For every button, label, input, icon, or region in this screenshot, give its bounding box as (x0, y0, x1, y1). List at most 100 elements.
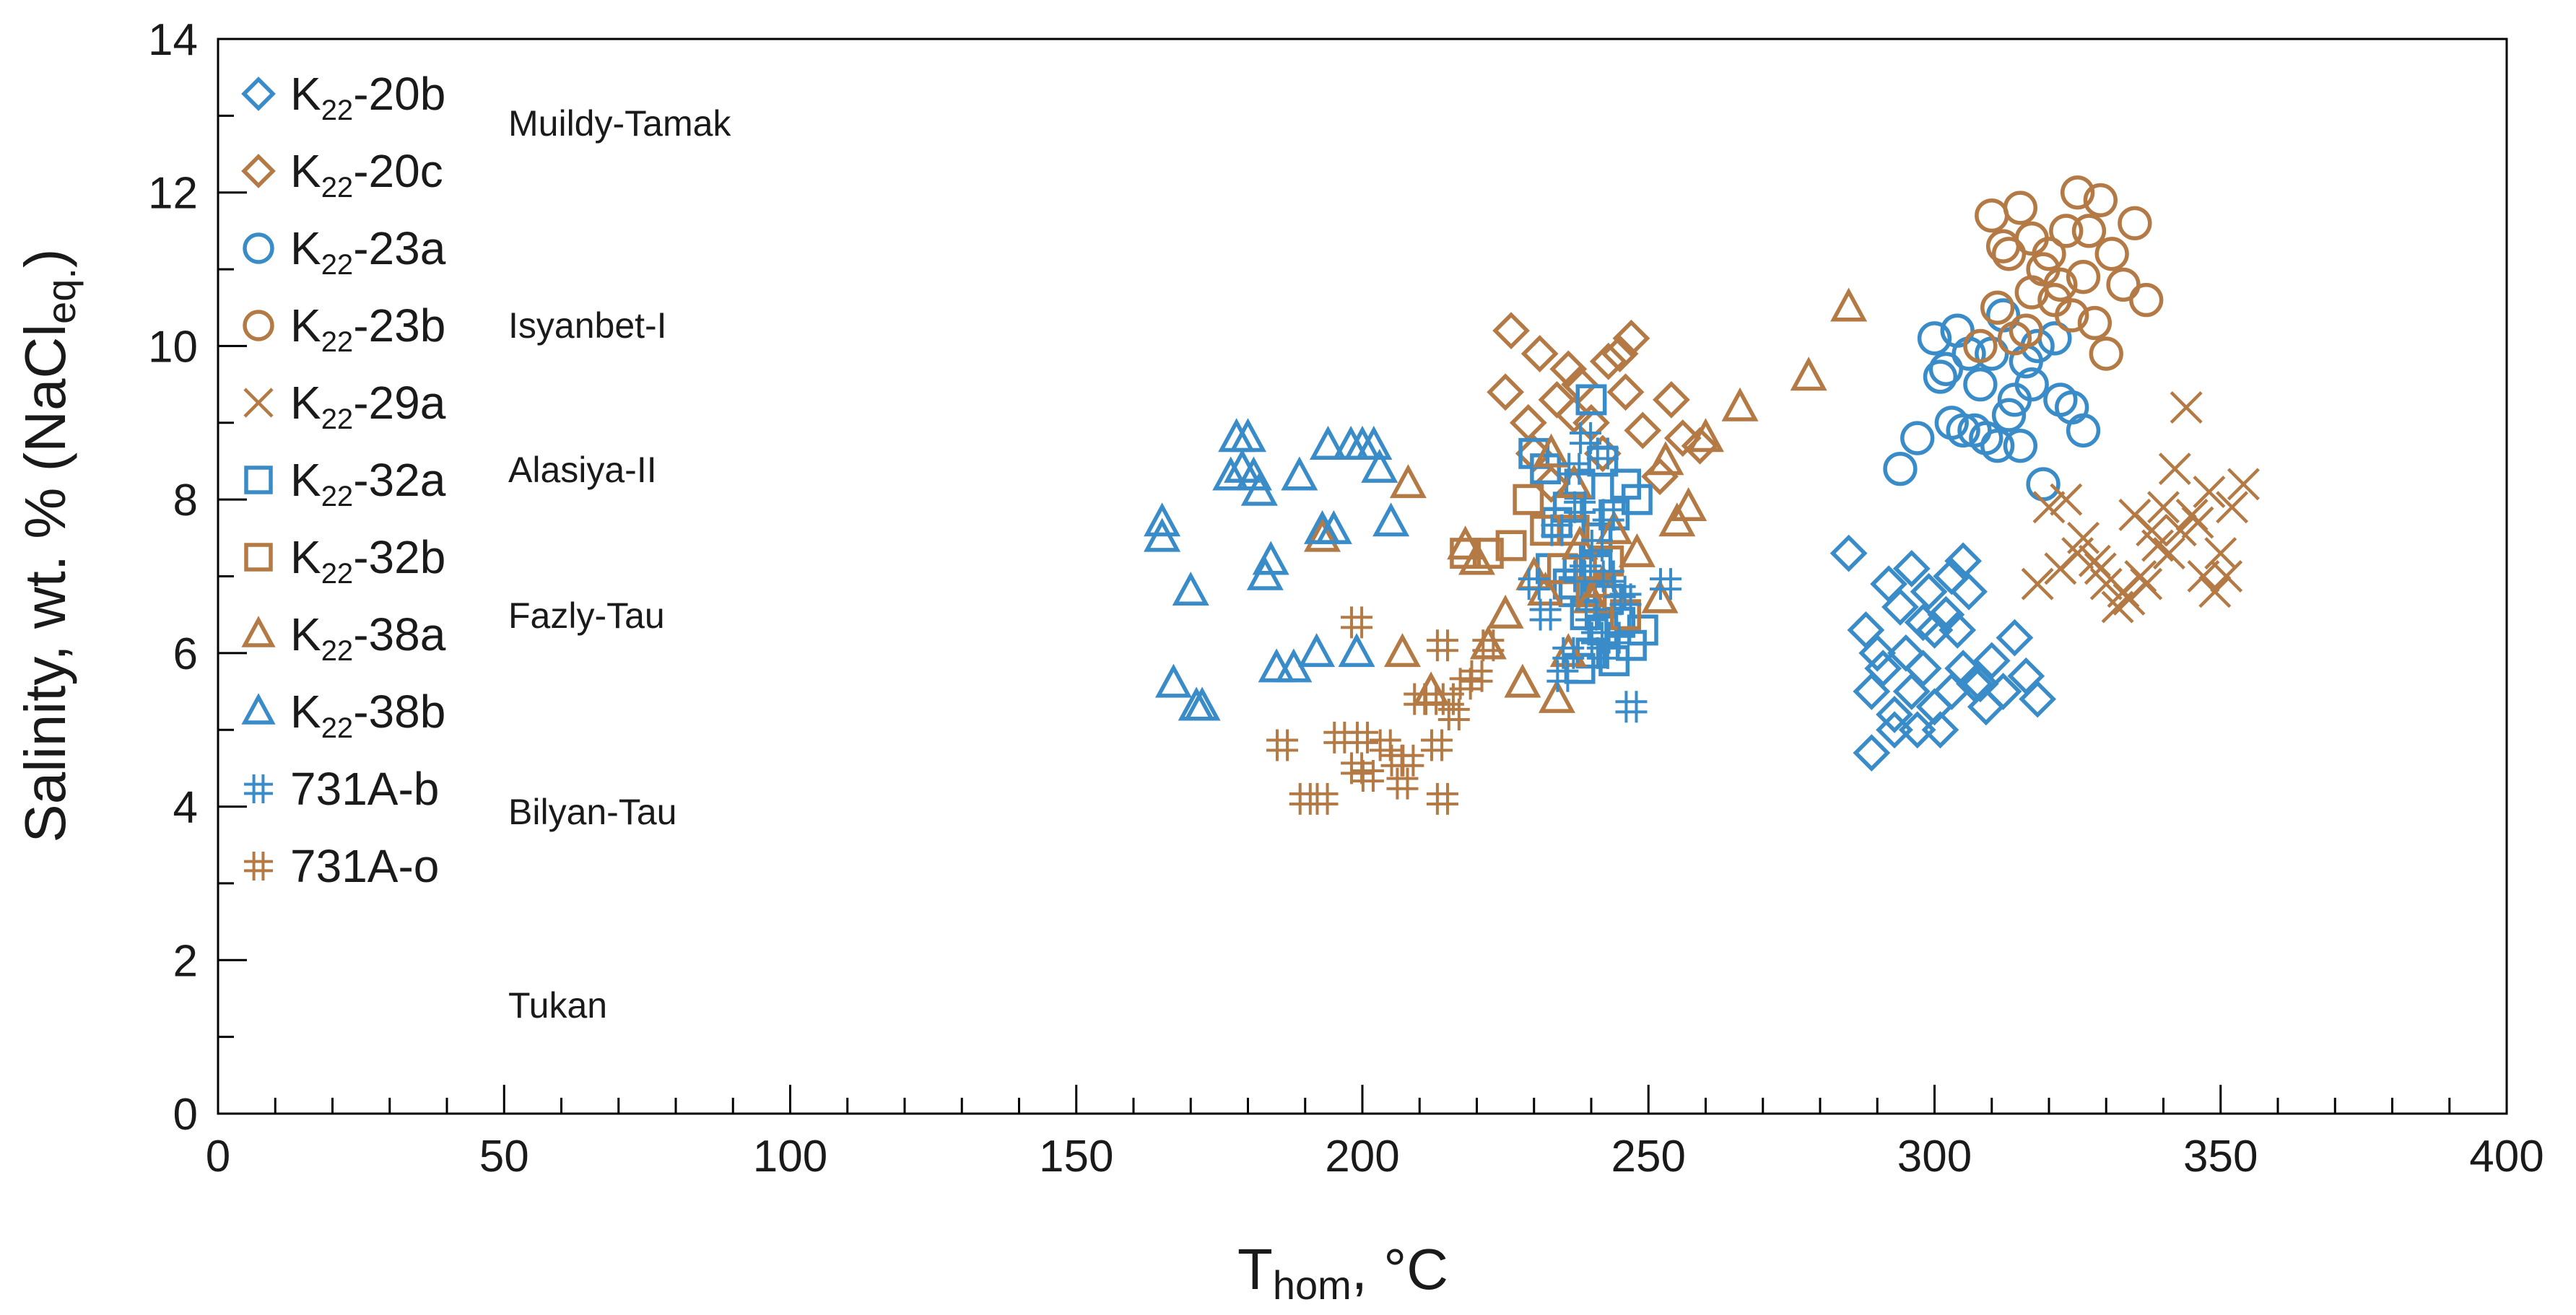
data-point (1289, 782, 1321, 815)
data-point (2118, 206, 2152, 240)
data-point (2077, 305, 2112, 341)
data-point (1917, 321, 1952, 356)
x-tick-label: 300 (1897, 1132, 1972, 1181)
legend-label: 731A-b (290, 763, 439, 815)
data-point (2003, 191, 2038, 225)
data-point (1432, 683, 1464, 715)
data-point (1492, 312, 1530, 350)
data-point (1721, 387, 1759, 421)
axis-title-suffix: ) (13, 248, 77, 268)
data-point (1338, 633, 1375, 668)
legend-marker (243, 388, 274, 418)
data-point (1281, 456, 1318, 491)
data-point (1212, 456, 1250, 491)
data-point (1991, 237, 2027, 271)
data-point (1604, 575, 1636, 608)
axis-title-sub: hom (1273, 1262, 1352, 1308)
data-point (1392, 744, 1424, 777)
legend-label-main: K (290, 300, 321, 351)
data-point (1552, 492, 1584, 523)
data-point (2032, 237, 2066, 271)
data-point (1304, 517, 1341, 552)
data-point (2014, 367, 2049, 402)
data-point (1957, 413, 1992, 448)
legend-marker (243, 310, 274, 341)
data-point (1900, 421, 1935, 455)
data-point (1967, 688, 2005, 726)
group-label: Alasiya-II (508, 450, 657, 490)
data-points (1144, 175, 2260, 815)
data-point (1561, 365, 1599, 403)
axis-title-main: T (1237, 1237, 1273, 1301)
data-point (1426, 782, 1458, 815)
data-point (1564, 560, 1596, 593)
data-point (2009, 313, 2043, 348)
data-point (1921, 711, 1959, 749)
data-point (2066, 413, 2101, 448)
data-point (1355, 425, 1393, 460)
x-tick-label: 200 (1325, 1132, 1399, 1181)
x-tick-label: 0 (206, 1132, 230, 1181)
data-point (1670, 487, 1707, 522)
y-tick-label: 10 (148, 322, 198, 372)
data-point (1624, 411, 1662, 450)
legend-label-main: K (290, 145, 321, 197)
data-point (1469, 625, 1507, 660)
data-point (1830, 287, 1868, 322)
data-point (2170, 391, 2203, 424)
data-point (2106, 267, 2141, 302)
legend-label-sub: 22 (321, 95, 354, 126)
data-point (1458, 541, 1496, 575)
data-point (2089, 336, 2123, 371)
legend-marker (241, 77, 276, 111)
data-point (1663, 419, 1702, 457)
legend-label-sub: 22 (321, 635, 354, 667)
data-point (1555, 396, 1593, 434)
data-point (1687, 418, 1725, 453)
data-point (1437, 698, 1470, 730)
data-point (1592, 499, 1624, 531)
legend-label: K22-20b (290, 68, 445, 126)
data-point (2198, 575, 2232, 608)
x-tick-label: 100 (753, 1132, 827, 1181)
data-point (2019, 680, 2057, 718)
data-point (1552, 637, 1585, 669)
data-point (2210, 560, 2243, 593)
legend-label-rest: -29a (353, 377, 446, 429)
legend-label-main: K (290, 68, 321, 120)
y-tick-label: 8 (173, 476, 198, 525)
data-point (2003, 429, 2038, 463)
data-point (1538, 678, 1575, 713)
data-point (1487, 373, 1525, 411)
data-point (2187, 560, 2220, 593)
y-tick-label: 0 (173, 1090, 198, 1140)
data-point (1950, 572, 1988, 611)
data-point (1518, 568, 1550, 600)
data-point (1963, 328, 1998, 364)
data-point (1615, 691, 1648, 723)
data-point (1618, 533, 1655, 567)
data-point (1996, 619, 2034, 657)
data-point (1586, 437, 1619, 470)
data-point (1513, 484, 1544, 515)
data-point (1509, 403, 1547, 442)
data-point (1298, 633, 1336, 668)
series-k22-23a (1883, 298, 2101, 502)
group-label: Isyanbet-I (508, 305, 667, 346)
group-label: Fazly-Tau (508, 595, 665, 636)
data-point (1609, 583, 1642, 616)
legend-label-sub: 22 (321, 558, 354, 590)
data-point (2204, 537, 2237, 570)
legend-marker (244, 466, 273, 494)
data-point (1858, 634, 1897, 672)
data-point (1252, 541, 1289, 575)
data-point (2060, 175, 2095, 210)
data-point (1910, 572, 1948, 611)
legend-label: K22-32b (290, 531, 445, 590)
data-point (1144, 517, 1181, 552)
legend-label: K22-29a (290, 377, 446, 435)
data-point (1963, 367, 1998, 402)
data-point (2158, 453, 2191, 486)
data-point (1681, 427, 1719, 465)
